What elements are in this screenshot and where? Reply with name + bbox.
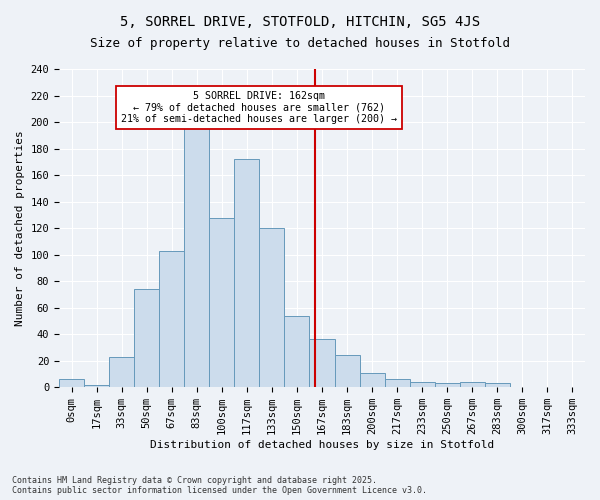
Text: 5 SORREL DRIVE: 162sqm
← 79% of detached houses are smaller (762)
21% of semi-de: 5 SORREL DRIVE: 162sqm ← 79% of detached… bbox=[121, 92, 397, 124]
Y-axis label: Number of detached properties: Number of detached properties bbox=[15, 130, 25, 326]
Bar bbox=[359, 372, 385, 387]
Bar bbox=[84, 384, 109, 387]
Bar bbox=[284, 316, 310, 387]
Bar bbox=[259, 228, 284, 387]
X-axis label: Distribution of detached houses by size in Stotfold: Distribution of detached houses by size … bbox=[150, 440, 494, 450]
Bar bbox=[184, 122, 209, 387]
Bar bbox=[385, 380, 410, 387]
Bar bbox=[435, 383, 460, 387]
Bar bbox=[159, 250, 184, 387]
Text: Size of property relative to detached houses in Stotfold: Size of property relative to detached ho… bbox=[90, 38, 510, 51]
Bar bbox=[460, 382, 485, 387]
Bar bbox=[335, 356, 359, 387]
Bar bbox=[59, 380, 84, 387]
Text: 5, SORREL DRIVE, STOTFOLD, HITCHIN, SG5 4JS: 5, SORREL DRIVE, STOTFOLD, HITCHIN, SG5 … bbox=[120, 15, 480, 29]
Bar bbox=[209, 218, 235, 387]
Bar bbox=[235, 159, 259, 387]
Bar bbox=[410, 382, 435, 387]
Bar bbox=[485, 383, 510, 387]
Bar bbox=[109, 356, 134, 387]
Bar bbox=[310, 340, 335, 387]
Bar bbox=[134, 289, 159, 387]
Text: Contains HM Land Registry data © Crown copyright and database right 2025.
Contai: Contains HM Land Registry data © Crown c… bbox=[12, 476, 427, 495]
